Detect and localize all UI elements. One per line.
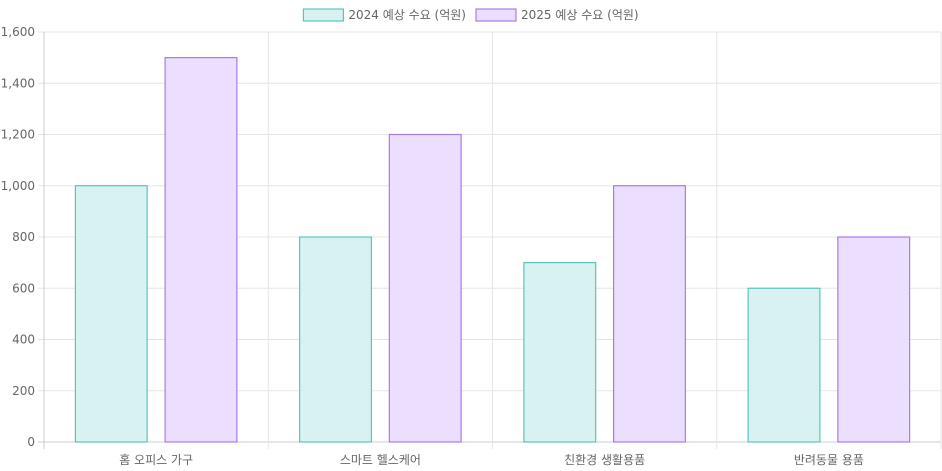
legend[interactable]: 2024 예상 수요 (억원) 2025 예상 수요 (억원): [302, 8, 639, 22]
bar-2-4[interactable]: [837, 236, 911, 443]
bar-1-4[interactable]: [747, 287, 821, 443]
x-category-label: 스마트 헬스케어: [340, 453, 421, 467]
y-tick-label: 0: [27, 435, 35, 449]
bar-1-1[interactable]: [74, 185, 148, 443]
x-category-label: 반려동물 용품: [794, 453, 864, 467]
bar-2-1[interactable]: [164, 57, 238, 443]
bar-2-3[interactable]: [612, 185, 686, 443]
legend-item-2[interactable]: 2025 예상 수요 (억원): [475, 8, 639, 22]
x-category-label: 홈 오피스 가구: [119, 453, 193, 467]
bars: [74, 57, 911, 443]
bar-2-2[interactable]: [388, 133, 462, 443]
x-axis: 홈 오피스 가구 스마트 헬스케어 친환경 생활용품 반려동물 용품: [119, 453, 864, 467]
y-tick-label: 1,200: [1, 128, 35, 142]
legend-label: 2025 예상 수요 (억원): [521, 8, 639, 22]
y-tick-label: 200: [12, 384, 35, 398]
y-tick-label: 1,600: [1, 25, 35, 39]
legend-label: 2024 예상 수요 (억원): [348, 8, 466, 22]
bar-1-3[interactable]: [523, 262, 597, 443]
legend-swatch: [302, 8, 345, 22]
legend-swatch: [475, 8, 517, 22]
y-axis: 0 200 400 600 800 1,000 1,200 1,400 1,600: [1, 25, 35, 449]
y-tick-label: 800: [12, 230, 35, 244]
bar-1-2[interactable]: [299, 236, 373, 443]
legend-item-1[interactable]: 2024 예상 수요 (억원): [302, 8, 466, 22]
y-tick-label: 600: [12, 281, 35, 295]
x-category-label: 친환경 생활용품: [564, 453, 645, 467]
y-tick-label: 400: [12, 333, 35, 347]
y-tick-label: 1,000: [1, 179, 35, 193]
y-tick-label: 1,400: [1, 76, 35, 90]
